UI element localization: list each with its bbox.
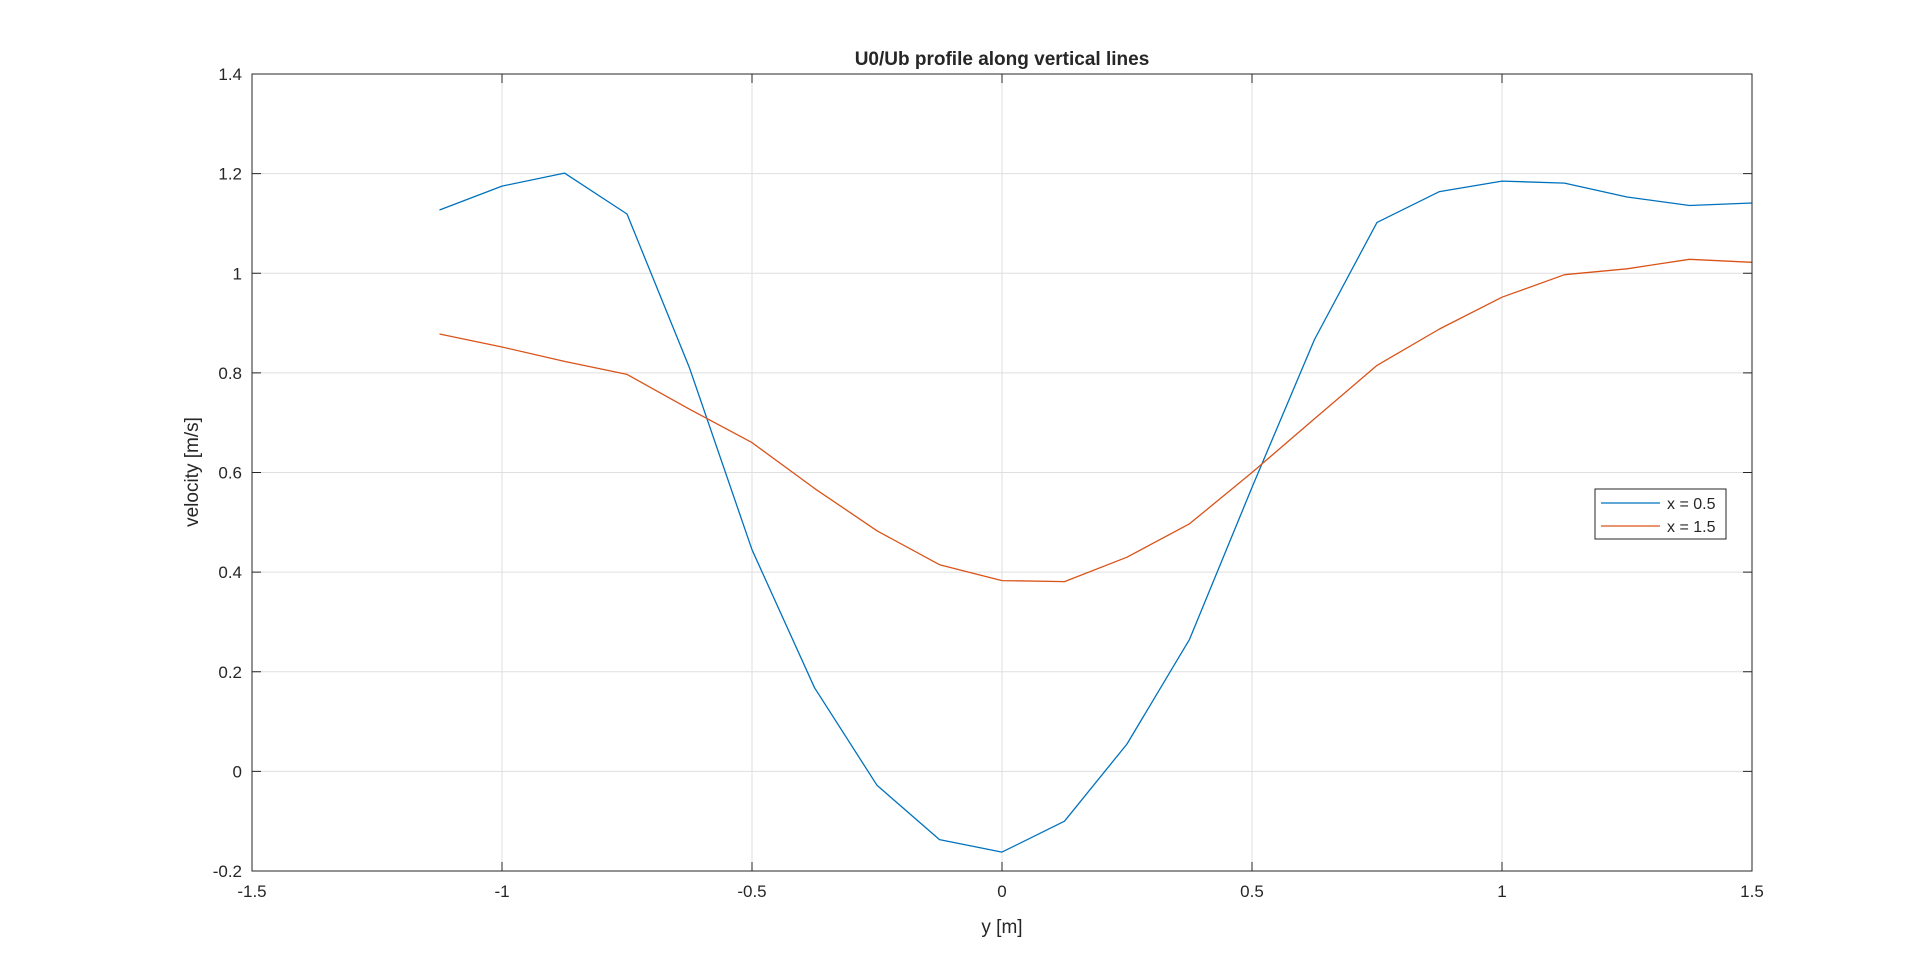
x-tick-label-1-5: 1.5	[1740, 882, 1764, 901]
legend-label-x-0-5: x = 0.5	[1667, 496, 1716, 513]
x-axis-label: y [m]	[981, 917, 1022, 938]
y-tick-label-0-4: 0.4	[218, 563, 242, 582]
series-line-x-0-5	[439, 172, 1753, 853]
legend-label-x-1-5: x = 1.5	[1667, 519, 1716, 536]
y-tick-label-0-8: 0.8	[218, 364, 242, 383]
tick-labels: -1.5 -1 -0.5 0 0.5 1 1.5 -0.2 0 0.2 0.4 0.6 0.8 1 1.2 1…	[213, 65, 1764, 901]
y-tick-label-0-2: 0.2	[218, 663, 242, 682]
x-tick-label-1: -1	[494, 882, 509, 901]
x-tick-label-0: 0	[997, 882, 1006, 901]
y-tick-label-1: 1	[233, 264, 242, 283]
axis-ticks	[251, 73, 1753, 872]
y-tick-label-1-4: 1.4	[218, 65, 242, 84]
x-tick-label-1-5: -1.5	[237, 882, 266, 901]
y-axis-label: velocity [m/s]	[182, 417, 203, 527]
y-tick-label-0-6: 0.6	[218, 464, 242, 483]
y-tick-label-0: 0	[233, 762, 242, 781]
legend-box	[1594, 488, 1727, 540]
series-lines	[439, 172, 1753, 853]
series-line-x-1-5	[439, 258, 1753, 583]
x-tick-label-1: 1	[1497, 882, 1506, 901]
chart-title: U0/Ub profile along vertical lines	[855, 49, 1150, 70]
x-tick-label-0-5: -0.5	[737, 882, 766, 901]
y-tick-label-0-2: -0.2	[213, 862, 242, 881]
y-tick-label-1-2: 1.2	[218, 165, 242, 184]
x-tick-label-0-5: 0.5	[1240, 882, 1264, 901]
legend: x = 0.5 x = 1.5	[1594, 488, 1727, 540]
